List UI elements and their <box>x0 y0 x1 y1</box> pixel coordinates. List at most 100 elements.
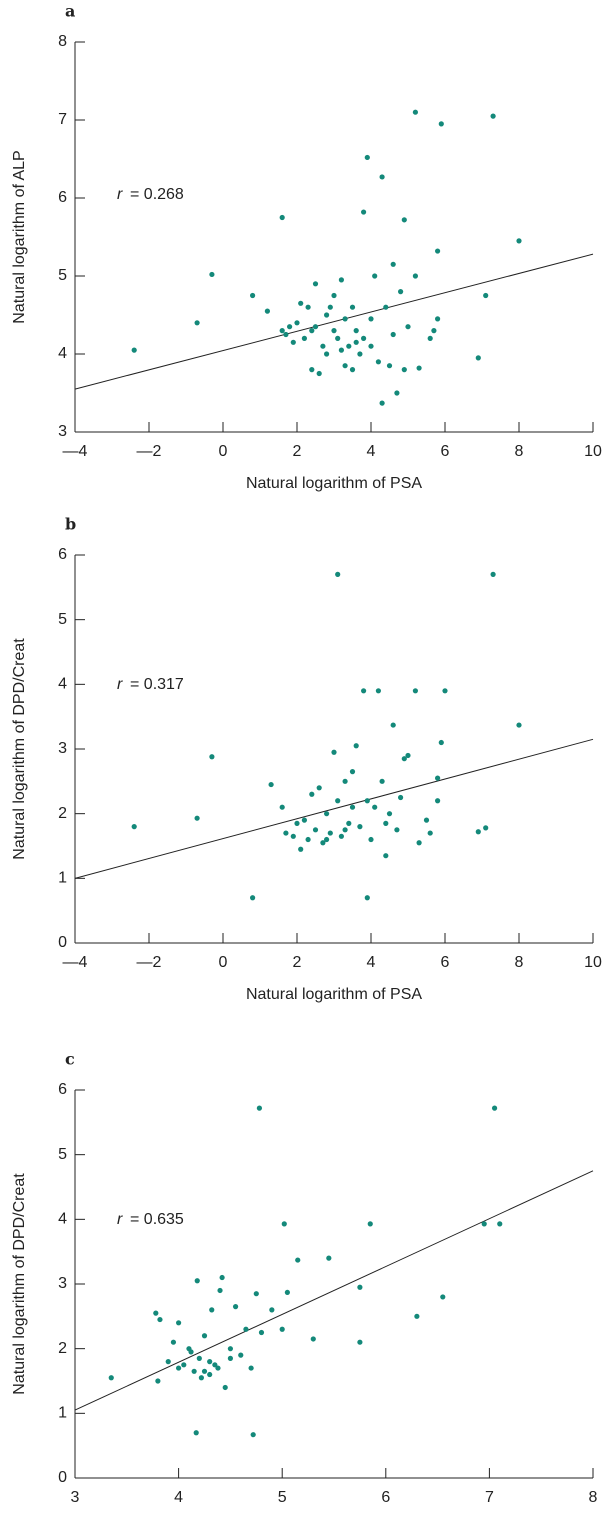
data-point <box>364 154 370 161</box>
y-axis-label: Natural logarithm of DPD/Creat <box>11 1173 28 1395</box>
data-point <box>338 277 344 283</box>
data-point <box>483 292 489 299</box>
data-point <box>335 335 341 341</box>
data-point <box>435 775 441 781</box>
fit-line <box>74 1170 594 1411</box>
data-point <box>357 1284 363 1290</box>
y-tick-label: 4 <box>58 1211 67 1228</box>
data-point <box>250 292 256 299</box>
data-point <box>490 113 496 119</box>
x-tick-label: —2 <box>137 954 162 971</box>
data-point <box>176 1365 182 1371</box>
y-tick-label: 3 <box>58 1275 67 1292</box>
data-point <box>368 836 374 843</box>
data-point <box>394 827 400 833</box>
data-point <box>416 365 422 371</box>
data-point <box>342 827 348 833</box>
x-tick-label: —4 <box>63 954 88 971</box>
data-point <box>372 804 378 810</box>
panel-label: c <box>65 1050 75 1069</box>
data-point <box>423 817 430 823</box>
data-point <box>108 1375 114 1381</box>
data-point <box>153 1310 159 1316</box>
data-point <box>349 804 356 810</box>
data-point <box>349 304 356 310</box>
panel: a 3 4 5 6 7 8 —4 —2 0 2 4 6 8 10 Natural logarithm of P… <box>11 2 602 493</box>
data-point <box>294 820 300 826</box>
data-point <box>346 820 352 826</box>
x-tick-label: 3 <box>71 1489 80 1506</box>
data-point <box>227 1355 233 1361</box>
data-point <box>383 820 389 826</box>
data-point <box>405 752 411 759</box>
data-point <box>361 209 367 215</box>
x-tick-label: 6 <box>441 954 450 971</box>
data-point <box>250 895 256 901</box>
x-tick-label: 2 <box>293 443 302 460</box>
data-point <box>194 815 200 821</box>
data-point <box>438 121 444 127</box>
data-point <box>191 1368 197 1374</box>
data-point <box>346 343 352 349</box>
data-point <box>212 1362 218 1368</box>
data-point <box>301 817 307 823</box>
x-tick-label: —4 <box>63 443 88 460</box>
data-point <box>310 1336 316 1342</box>
y-tick-label: 2 <box>58 1340 67 1357</box>
data-point <box>279 214 285 221</box>
data-point <box>353 328 359 334</box>
data-point <box>412 688 418 694</box>
data-point <box>305 836 311 843</box>
data-point <box>170 1339 177 1345</box>
x-axis-label: Natural logarithm of PSA <box>246 986 422 1003</box>
data-point <box>390 331 396 338</box>
data-point <box>427 830 433 836</box>
data-point <box>312 324 319 330</box>
data-point <box>398 794 404 801</box>
data-point <box>256 1105 263 1111</box>
data-point <box>335 571 341 578</box>
x-axis-label: Natural logarithm of PSA <box>246 475 422 492</box>
data-point <box>375 359 381 365</box>
data-point <box>232 1304 239 1310</box>
data-point <box>383 853 389 859</box>
data-point <box>383 304 389 310</box>
x-tick-label: 0 <box>219 954 228 971</box>
data-point <box>349 769 356 775</box>
y-tick-label: 6 <box>58 189 67 206</box>
x-tick-label: 8 <box>589 1489 598 1506</box>
data-point <box>194 1278 200 1284</box>
data-point <box>394 390 400 396</box>
fit-line <box>74 738 594 879</box>
data-point <box>438 739 444 746</box>
data-point <box>295 1257 301 1263</box>
data-point <box>442 688 448 694</box>
data-point <box>131 824 137 830</box>
data-point <box>196 1355 202 1361</box>
data-point <box>268 781 274 788</box>
data-point <box>176 1320 182 1326</box>
data-point <box>181 1362 187 1368</box>
data-point <box>331 749 337 755</box>
data-point <box>440 1294 446 1300</box>
x-tick-label: 5 <box>278 1489 287 1506</box>
data-point <box>435 798 441 804</box>
annotation-text: = 0.635 <box>130 1211 184 1228</box>
data-point <box>243 1326 249 1332</box>
x-tick-label: 0 <box>219 443 228 460</box>
data-point <box>516 238 522 244</box>
x-tick-label: 10 <box>584 954 602 971</box>
x-tick-label: 2 <box>293 954 302 971</box>
data-point <box>209 754 215 760</box>
data-point <box>309 328 315 334</box>
data-point <box>298 846 304 852</box>
data-point <box>475 829 481 835</box>
data-point <box>284 1289 290 1296</box>
data-point <box>353 743 359 749</box>
data-point <box>207 1359 213 1365</box>
x-tick-label: 10 <box>584 443 602 460</box>
y-tick-label: 3 <box>58 740 67 757</box>
data-point <box>481 1221 487 1227</box>
data-point <box>309 367 315 373</box>
